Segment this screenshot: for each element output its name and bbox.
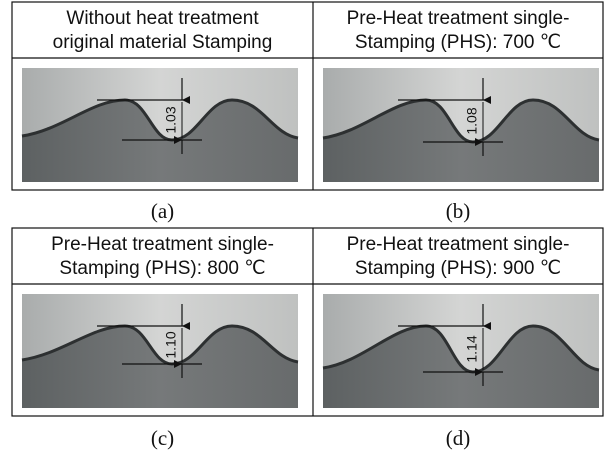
panel-caption: (a) bbox=[151, 199, 174, 223]
panel-caption: (b) bbox=[446, 199, 471, 223]
measurement: 1.10 bbox=[163, 331, 179, 358]
measurement: 1.08 bbox=[464, 107, 480, 134]
specimen bbox=[22, 100, 298, 182]
panel-title: Pre-Heat treatment single- bbox=[347, 8, 570, 29]
specimen-photo: 1.14 bbox=[322, 294, 600, 408]
panel-title: Without heat treatment bbox=[66, 8, 259, 29]
specimen bbox=[22, 326, 298, 408]
panel-title: Pre-Heat treatment single- bbox=[347, 234, 570, 255]
panel-caption: (d) bbox=[446, 426, 471, 450]
specimen-photo: 1.08 bbox=[322, 68, 600, 182]
specimen-photo: 1.03 bbox=[21, 68, 299, 182]
table-border bbox=[11, 227, 604, 417]
measurement: 1.14 bbox=[464, 335, 480, 362]
table-border bbox=[11, 1, 604, 191]
measurement: 1.03 bbox=[163, 106, 179, 133]
panel-title: Stamping (PHS): 800 ℃ bbox=[59, 258, 265, 279]
panel-title: Stamping (PHS): 700 ℃ bbox=[355, 32, 561, 53]
panel-title: Stamping (PHS): 900 ℃ bbox=[355, 258, 561, 279]
panel-caption: (c) bbox=[151, 426, 174, 450]
panel-title: Pre-Heat treatment single- bbox=[51, 234, 274, 255]
panel-title: original material Stamping bbox=[53, 32, 273, 53]
specimen-photo: 1.10 bbox=[21, 294, 299, 408]
specimen bbox=[323, 100, 599, 182]
